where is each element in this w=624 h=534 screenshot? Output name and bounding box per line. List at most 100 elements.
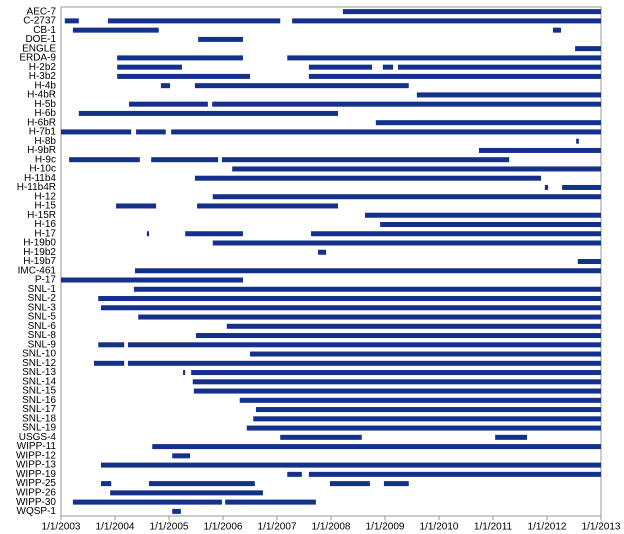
y-tick-label: DOE-1: [25, 34, 56, 45]
x-tick-label: 1/1/2003: [42, 522, 81, 533]
bar-segment: [239, 397, 602, 403]
y-tick-label: AEC-7: [27, 6, 57, 17]
bar-segment: [292, 18, 601, 24]
y-tick-label: ENGLE: [22, 43, 56, 54]
bar-segment: [250, 351, 601, 357]
y-tick-label: WIPP-25: [16, 478, 56, 489]
y-tick-label: H-10c: [29, 164, 56, 175]
y-tick-label: SNL-1: [28, 284, 57, 295]
y-tick-label: SNL-15: [22, 386, 56, 397]
bar-segment: [226, 323, 601, 329]
bar-segment: [160, 83, 171, 89]
bar-segment: [577, 259, 601, 264]
bar-segment: [72, 499, 222, 505]
bar-segment: [117, 64, 182, 70]
bar-segment: [575, 46, 601, 52]
y-tick-label: WQSP-1: [17, 506, 57, 517]
y-tick-label: SNL-18: [22, 413, 56, 424]
bar-segment: [552, 27, 562, 33]
y-tick-label: SNL-3: [28, 302, 57, 313]
bar-segment: [212, 240, 602, 246]
bar-segment: [152, 444, 601, 450]
y-tick-label: WIPP-12: [16, 450, 56, 461]
y-tick-label: H-3b2: [29, 71, 57, 82]
bar-segment: [192, 379, 601, 385]
bar-segment: [138, 314, 601, 320]
y-tick-label: SNL-13: [22, 367, 56, 378]
bar-segment: [212, 101, 601, 107]
x-tick-label: 1/1/2010: [420, 522, 459, 533]
y-tick-label: SNL-2: [28, 293, 57, 304]
bar-segment: [172, 508, 181, 514]
y-tick-label: SNL-14: [22, 376, 56, 387]
y-tick-label: H-4bR: [27, 90, 56, 101]
bar-segment: [183, 370, 186, 376]
bar-segment: [308, 64, 373, 70]
bar-segment: [478, 147, 601, 153]
y-tick-label: H-6b: [34, 108, 56, 119]
bar-segment: [100, 481, 112, 487]
bar-segment: [107, 18, 281, 24]
bar-segment: [255, 407, 601, 413]
y-tick-label: WIPP-26: [16, 488, 56, 499]
bar-segment: [194, 175, 542, 181]
y-tick-label: H-11b4R: [17, 182, 56, 193]
bar-segment: [100, 462, 602, 468]
bar-segment: [287, 471, 302, 477]
y-tick-label: SNL-9: [28, 339, 57, 350]
bar-segment: [253, 416, 602, 422]
bar-segment: [280, 434, 362, 440]
x-tick-label: 1/1/2011: [474, 522, 513, 533]
y-tick-label: H-2b2: [29, 62, 57, 73]
bar-segment: [383, 481, 409, 487]
y-tick-label: SNL-17: [22, 404, 56, 415]
y-tick-label: H-9c: [35, 154, 56, 165]
x-tick-label: 1/1/2013: [582, 522, 621, 533]
x-tick-label: 1/1/2008: [312, 522, 351, 533]
y-tick-label: USGS-4: [19, 432, 57, 443]
y-tick-label: H-5b: [34, 99, 56, 110]
bar-segment: [110, 490, 263, 496]
bar-segment: [127, 342, 602, 348]
bar-segment: [69, 157, 140, 163]
bar-segment: [127, 360, 602, 366]
bar-segment: [212, 194, 602, 200]
y-tick-label: H-9bR: [27, 145, 56, 156]
y-tick-label: SNL-5: [28, 312, 57, 323]
y-tick-label: C-2737: [23, 16, 56, 27]
y-tick-label: H-17: [34, 228, 56, 239]
bar-segment: [194, 83, 409, 89]
y-tick-label: H-19b2: [23, 247, 56, 258]
bar-segment: [146, 231, 150, 237]
y-tick-label: ERDA-9: [19, 53, 56, 64]
y-tick-label: H-15R: [27, 210, 56, 221]
y-tick-label: H-7b1: [29, 127, 57, 138]
bar-segment: [172, 453, 191, 459]
bar-segment: [191, 370, 601, 376]
x-tick-label: 1/1/2012: [528, 522, 567, 533]
y-tick-label: SNL-6: [28, 321, 57, 332]
y-tick-label: WIPP-19: [16, 469, 56, 480]
bar-segment: [98, 342, 125, 348]
bar-segment: [329, 481, 370, 487]
x-tick-label: 1/1/2007: [258, 522, 297, 533]
bar-segment: [116, 203, 157, 209]
y-tick-label: SNL-19: [22, 423, 56, 434]
x-tick-label: 1/1/2006: [204, 522, 243, 533]
x-tick-label: 1/1/2009: [366, 522, 405, 533]
y-tick-label: H-16: [34, 219, 56, 230]
bar-segment: [196, 333, 601, 339]
y-tick-label: H-11b4: [24, 173, 56, 184]
bar-segment: [100, 305, 602, 311]
bar-segment: [382, 64, 394, 70]
y-tick-label: H-19b7: [23, 256, 56, 267]
bar-segment: [78, 110, 339, 116]
bar-segment: [117, 55, 243, 61]
bar-segment: [495, 434, 528, 440]
x-tick-label: 1/1/2004: [96, 522, 135, 533]
bar-segment: [151, 157, 219, 163]
bar-segment: [149, 481, 255, 487]
bar-segment: [134, 268, 602, 274]
bar-segment: [375, 120, 601, 126]
